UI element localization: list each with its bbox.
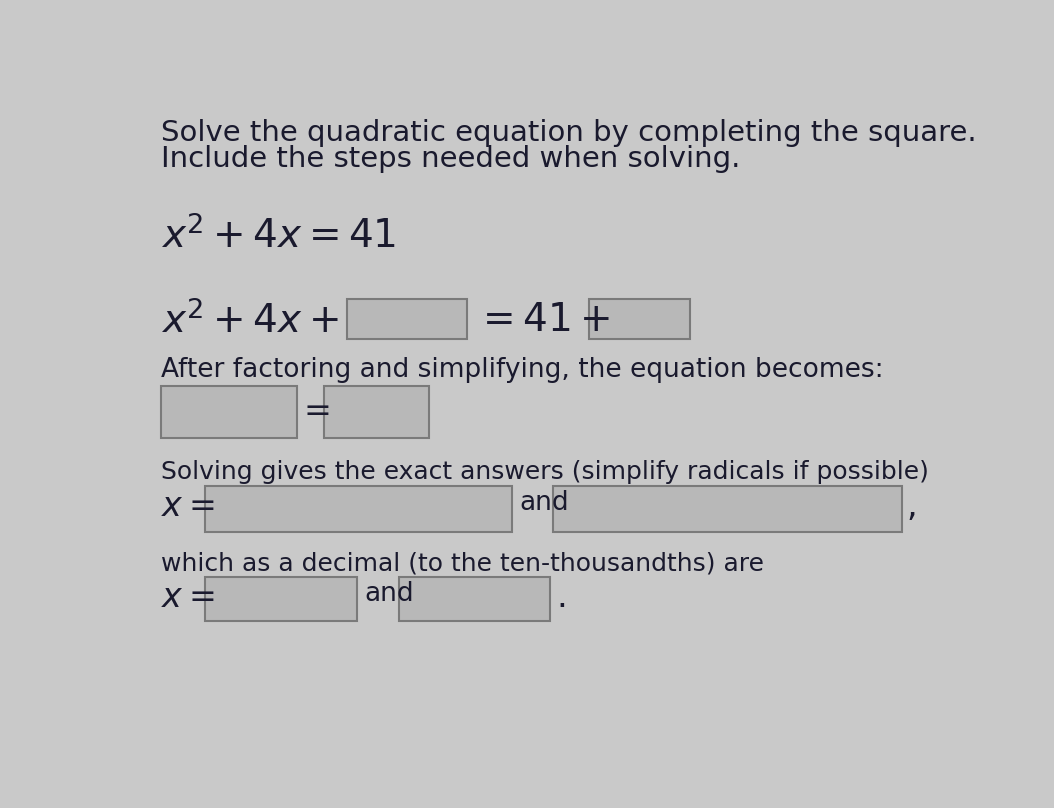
Text: and: and <box>365 580 414 607</box>
Text: $= 41 +$: $= 41 +$ <box>475 301 610 339</box>
Text: and: and <box>520 490 569 516</box>
Text: Solve the quadratic equation by completing the square.: Solve the quadratic equation by completi… <box>161 119 977 146</box>
Text: .: . <box>557 580 567 613</box>
FancyBboxPatch shape <box>161 385 297 438</box>
Text: $x =$: $x =$ <box>161 580 215 613</box>
Text: $x^2 + 4x +$: $x^2 + 4x +$ <box>161 301 338 341</box>
Text: $x =$: $x =$ <box>161 490 215 523</box>
FancyBboxPatch shape <box>399 577 550 621</box>
Text: which as a decimal (to the ten-thousandths) are: which as a decimal (to the ten-thousandt… <box>161 551 764 575</box>
Text: Solving gives the exact answers (simplify radicals if possible): Solving gives the exact answers (simplif… <box>161 461 929 485</box>
FancyBboxPatch shape <box>589 299 689 339</box>
Text: =: = <box>304 395 332 428</box>
FancyBboxPatch shape <box>347 299 467 339</box>
Text: Include the steps needed when solving.: Include the steps needed when solving. <box>161 145 741 173</box>
FancyBboxPatch shape <box>206 486 511 532</box>
Text: $x^2 + 4x = 41$: $x^2 + 4x = 41$ <box>161 217 396 256</box>
FancyBboxPatch shape <box>324 385 429 438</box>
Text: After factoring and simplifying, the equation becomes:: After factoring and simplifying, the equ… <box>161 357 884 383</box>
Text: ,: , <box>906 490 917 523</box>
FancyBboxPatch shape <box>553 486 902 532</box>
FancyBboxPatch shape <box>206 577 356 621</box>
